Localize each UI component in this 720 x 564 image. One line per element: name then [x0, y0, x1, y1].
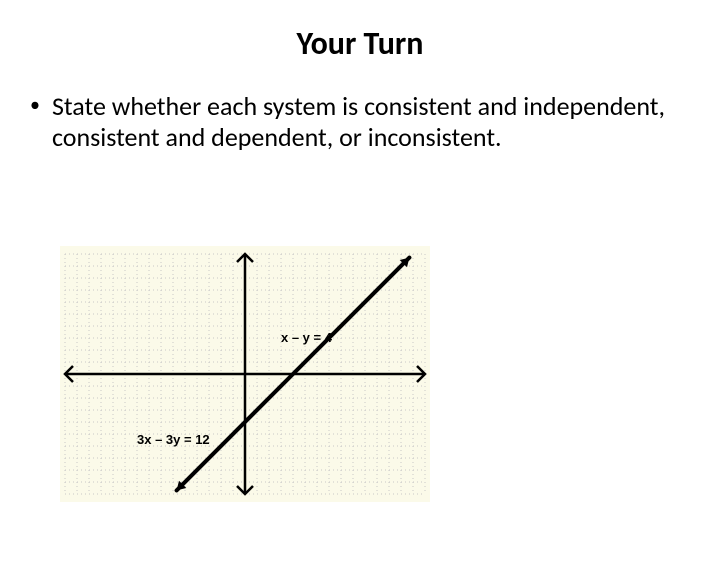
bullet-text: State whether each system is consistent … — [52, 91, 682, 152]
page-title: Your Turn — [0, 24, 720, 63]
equation-label-1: x – y = 4 — [281, 330, 332, 345]
bullet-item: • State whether each system is consisten… — [30, 91, 682, 152]
graph-container: x – y = 4 3x – 3y = 12 — [60, 246, 430, 502]
graph-plot — [60, 246, 430, 502]
bullet-marker: • — [30, 91, 40, 119]
equation-label-2: 3x – 3y = 12 — [137, 432, 210, 447]
